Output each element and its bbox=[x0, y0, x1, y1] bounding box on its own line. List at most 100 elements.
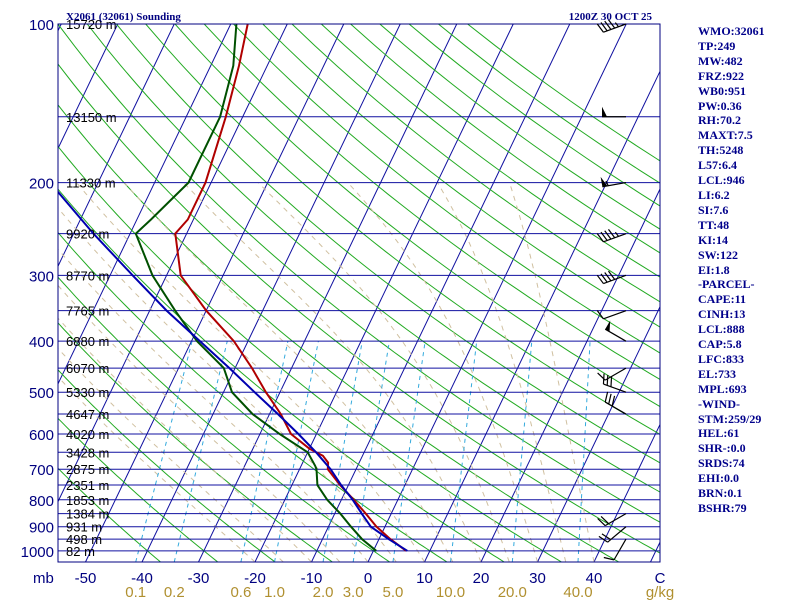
pressure-tick-label: 500 bbox=[29, 385, 54, 402]
moist-adiabat-line bbox=[183, 182, 482, 562]
plot-frame bbox=[57, 23, 661, 563]
mixing-ratio-unit-label: g/kg bbox=[646, 584, 674, 600]
stat-line: PW:0.36 bbox=[698, 98, 742, 113]
dry-adiabat-line bbox=[58, 467, 161, 562]
dry-adiabat-line bbox=[58, 231, 448, 562]
isotherm-line bbox=[480, 187, 660, 562]
height-level-label: 4647 m bbox=[66, 407, 109, 422]
moist-adiabat-line bbox=[123, 182, 454, 562]
moist-adiabat-line bbox=[58, 317, 312, 562]
mixing-ratio-tick-label: 2.0 bbox=[313, 584, 334, 600]
isotherm-line bbox=[58, 24, 119, 150]
stat-line: RH:70.2 bbox=[698, 113, 741, 128]
dry-adiabat-line bbox=[58, 188, 505, 562]
stat-line: MW:482 bbox=[698, 53, 743, 68]
stat-line: TH:5248 bbox=[698, 143, 744, 158]
isotherm-line bbox=[198, 24, 458, 562]
stat-line: CINH:13 bbox=[698, 307, 746, 322]
pressure-tick-label: 1000 bbox=[21, 544, 54, 561]
height-level-label: 2351 m bbox=[66, 478, 109, 493]
mixing-ratio-tick-label: 20.0 bbox=[498, 584, 527, 600]
height-level-label: 8770 m bbox=[66, 268, 109, 283]
temperature-tick-label: 30 bbox=[529, 570, 546, 587]
dry-adiabat-line bbox=[58, 322, 333, 562]
stat-line: LCL:888 bbox=[698, 322, 745, 337]
mixing-ratio-line bbox=[577, 341, 591, 562]
moist-adiabat-line bbox=[58, 248, 369, 562]
height-level-label: 2875 m bbox=[66, 462, 109, 477]
temperature-tick-label: -50 bbox=[75, 570, 97, 587]
mixing-ratio-tick-label: 3.0 bbox=[343, 584, 364, 600]
isotherm-line bbox=[58, 24, 288, 503]
pressure-tick-label: 700 bbox=[29, 462, 54, 479]
dry-adiabat-line bbox=[291, 24, 660, 303]
dry-adiabat-line bbox=[58, 63, 660, 554]
height-level-label: 7765 m bbox=[66, 304, 109, 319]
mixing-ratio-tick-label: 40.0 bbox=[563, 584, 592, 600]
stat-line: FRZ:922 bbox=[698, 68, 744, 83]
temperature-tick-label: -30 bbox=[188, 570, 210, 587]
dry-adiabat-line bbox=[58, 24, 660, 523]
mixing-ratio-tick-label: 10.0 bbox=[436, 584, 465, 600]
height-level-label: 9920 m bbox=[66, 227, 109, 242]
wind-barb bbox=[596, 270, 627, 285]
temperature-tick-label: 0 bbox=[364, 570, 372, 587]
dry-adiabat-line bbox=[233, 24, 660, 354]
mixing-ratio-tick-label: 1.0 bbox=[264, 584, 285, 600]
dry-adiabat-line bbox=[58, 104, 620, 562]
stat-line: EHI:0.0 bbox=[698, 471, 740, 486]
height-level-label: 498 m bbox=[66, 532, 102, 547]
stat-line: BSHR:79 bbox=[698, 501, 747, 515]
mixing-ratio-line bbox=[240, 341, 289, 562]
stat-line: SI:7.6 bbox=[698, 202, 729, 217]
mixing-ratio-line bbox=[450, 341, 478, 562]
height-level-label: 1853 m bbox=[66, 493, 109, 508]
pressure-tick-label: 300 bbox=[29, 268, 54, 285]
dry-adiabat-line bbox=[116, 24, 660, 464]
stat-line: EL:733 bbox=[698, 366, 737, 381]
isotherm-line bbox=[424, 70, 660, 562]
isotherm-line bbox=[58, 24, 175, 268]
pressure-tick-label: 400 bbox=[29, 334, 54, 351]
stats-panel: WMO:32061 TP:249 MW:482 FRZ:922 WB0:951 PW:0.… bbox=[698, 24, 798, 516]
mixing-ratio-line bbox=[511, 341, 533, 562]
dry-adiabat-line bbox=[58, 276, 390, 562]
mixing-ratio-tick-label: 0.1 bbox=[125, 584, 146, 600]
stat-line: L57:6.4 bbox=[698, 158, 737, 173]
mixing-ratio-line bbox=[135, 341, 193, 562]
dry-adiabat-line bbox=[58, 369, 276, 562]
moist-adiabat-line bbox=[437, 182, 567, 562]
mixing-ratio-line bbox=[352, 341, 390, 562]
stat-line: -WIND- bbox=[698, 396, 740, 411]
height-level-label: 11330 m bbox=[66, 176, 116, 191]
wind-barb bbox=[596, 229, 627, 243]
height-level-label: 1384 m bbox=[66, 507, 109, 522]
dry-adiabat-line bbox=[58, 145, 562, 562]
temperature-profile bbox=[174, 24, 407, 552]
mixing-ratio-line bbox=[173, 341, 228, 562]
pressure-tick-label: 900 bbox=[29, 520, 54, 537]
stat-line: SW:122 bbox=[698, 247, 739, 262]
height-level-label: 6880 m bbox=[66, 334, 109, 349]
wind-barb bbox=[600, 176, 627, 188]
isotherm-line bbox=[593, 423, 660, 562]
temperature-tick-label: -10 bbox=[301, 570, 323, 587]
isotherm-line bbox=[58, 24, 232, 386]
stat-line: KI:14 bbox=[698, 232, 728, 247]
temperature-tick-label: -20 bbox=[244, 570, 266, 587]
stat-line: CAP:5.8 bbox=[698, 337, 742, 352]
stat-line: LI:6.2 bbox=[698, 187, 730, 202]
mixing-ratio-line bbox=[322, 341, 363, 562]
dewpoint-profile bbox=[134, 24, 377, 552]
chart-time-label: 1200Z 30 OCT 25 bbox=[569, 11, 653, 23]
stat-line: CAPE:11 bbox=[698, 292, 746, 307]
moist-adiabat-line bbox=[509, 182, 595, 562]
temperature-tick-label: 40 bbox=[586, 570, 603, 587]
mixing-ratio-tick-label: 0.2 bbox=[164, 584, 185, 600]
dry-adiabat-line bbox=[174, 24, 660, 408]
dry-adiabat-line bbox=[262, 24, 660, 328]
stat-line: LFC:833 bbox=[698, 351, 744, 366]
chart-title: X2061 (32061) Sounding bbox=[66, 11, 181, 23]
pressure-tick-label: 100 bbox=[29, 17, 54, 34]
